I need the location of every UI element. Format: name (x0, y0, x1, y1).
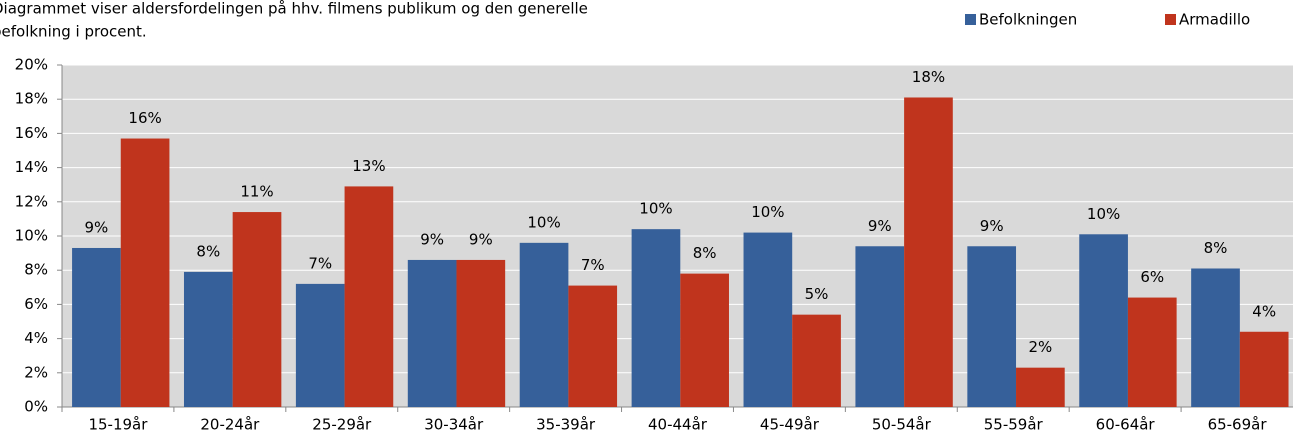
x-tick-label: 55-59år (984, 416, 1044, 434)
chart-title: Diagrammet viser aldersfordelingen på hh… (0, 0, 588, 18)
data-label: 9% (420, 230, 444, 248)
bar (792, 314, 841, 407)
data-label: 2% (1028, 338, 1052, 356)
bar (568, 285, 618, 407)
y-tick-label: 16% (15, 124, 48, 142)
bar (855, 246, 905, 407)
data-label: 13% (352, 157, 385, 175)
data-label: 10% (751, 203, 784, 221)
legend-swatch (1165, 14, 1176, 25)
x-tick-label: 50-54år (872, 416, 932, 434)
x-tick-label: 60-64år (1096, 416, 1156, 434)
data-label: 5% (805, 285, 829, 303)
data-label: 8% (693, 244, 717, 262)
bar (1079, 234, 1128, 407)
bar (456, 259, 506, 407)
y-tick-label: 14% (15, 158, 48, 176)
data-label: 7% (581, 256, 605, 274)
x-tick-label: 20-24år (200, 416, 260, 434)
bar (183, 271, 233, 407)
bar (1191, 268, 1240, 407)
legend-label: Armadillo (1179, 11, 1250, 29)
x-tick-label: 45-49år (760, 416, 820, 434)
data-label: 4% (1252, 302, 1276, 320)
bar (295, 283, 345, 407)
data-label: 16% (128, 109, 161, 127)
bar (1127, 297, 1177, 407)
bar (1016, 367, 1065, 407)
legend-swatch (965, 14, 976, 25)
bar (407, 259, 457, 407)
bar (680, 273, 729, 407)
y-tick-label: 20% (15, 56, 48, 74)
x-tick-label: 40-44år (648, 416, 708, 434)
bar (519, 242, 569, 407)
data-label: 10% (639, 200, 672, 218)
data-label: 9% (85, 218, 109, 236)
bar (904, 97, 953, 408)
data-label: 8% (1204, 239, 1228, 257)
data-label: 9% (980, 217, 1004, 235)
y-tick-label: 2% (24, 363, 48, 381)
data-label: 18% (912, 68, 945, 86)
x-tick-label: 65-69år (1208, 416, 1268, 434)
bar (344, 186, 394, 407)
bar (72, 247, 121, 407)
y-tick-label: 12% (15, 192, 48, 210)
x-tick-label: 30-34år (424, 416, 484, 434)
bar (631, 229, 681, 407)
x-tick-label: 35-39år (536, 416, 596, 434)
data-label: 8% (196, 242, 220, 260)
data-label: 9% (469, 230, 493, 248)
x-tick-label: 15-19år (88, 416, 148, 434)
y-tick-label: 0% (24, 398, 48, 416)
bar (743, 232, 793, 407)
data-label: 9% (868, 217, 892, 235)
legend-label: Befolkningen (979, 11, 1077, 29)
y-tick-label: 8% (24, 261, 48, 279)
data-label: 6% (1140, 268, 1164, 286)
y-tick-label: 6% (24, 295, 48, 313)
chart-title: befolkning i procent. (0, 23, 147, 41)
bar (120, 138, 170, 407)
bar (1239, 331, 1289, 407)
x-tick-label: 25-29år (312, 416, 372, 434)
data-label: 7% (308, 254, 332, 272)
bar (232, 212, 282, 407)
bar (967, 246, 1017, 407)
data-label: 10% (527, 213, 560, 231)
y-tick-label: 4% (24, 329, 48, 347)
data-label: 11% (240, 183, 273, 201)
data-label: 10% (1087, 205, 1120, 223)
y-tick-label: 18% (15, 90, 48, 108)
y-tick-label: 10% (15, 227, 48, 245)
